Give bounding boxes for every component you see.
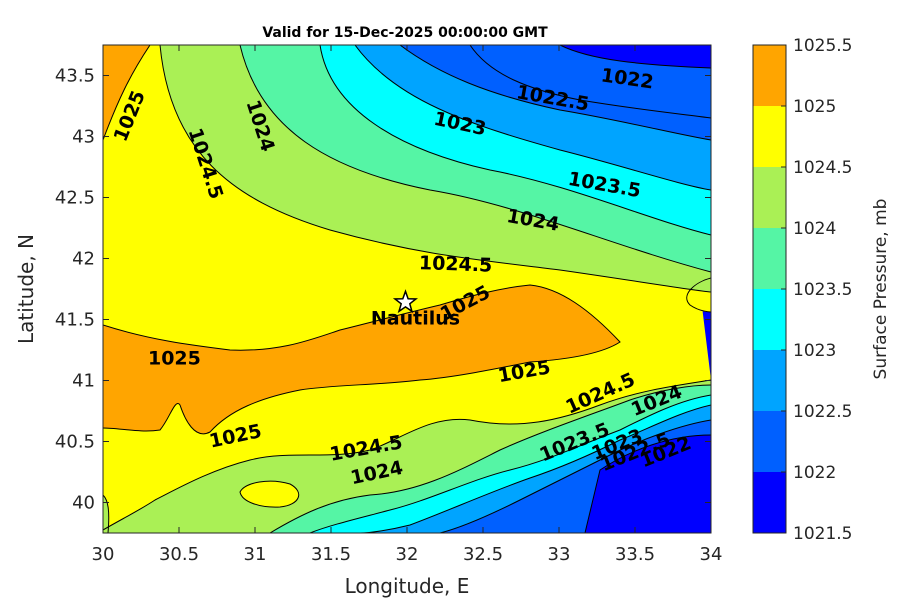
y-tick-label: 40 [72, 493, 95, 514]
x-axis: 30 30.5 31 31.5 32 32.5 33 33.5 34 [92, 45, 723, 565]
contour-label: 1024.5 [419, 252, 493, 277]
x-tick-label: 33.5 [615, 544, 655, 565]
x-axis-label: Longitude, E [345, 574, 470, 598]
x-tick-label: 30 [92, 544, 115, 565]
colorbar-band [753, 472, 786, 533]
x-tick-label: 33 [548, 544, 571, 565]
y-tick-label: 41.5 [55, 310, 95, 331]
y-tick-label: 42 [72, 249, 95, 270]
y-tick-label: 42.5 [55, 188, 95, 209]
band-fill-1021-5-lower-right [585, 435, 711, 533]
x-tick-label: 32 [396, 544, 419, 565]
contour-1025-main [103, 284, 621, 435]
band-fill-1024-5-island [240, 481, 299, 508]
colorbar-tick-label: 1025 [793, 97, 836, 117]
contour-1024-5-north [159, 45, 711, 293]
contour-1022-5-north [399, 45, 711, 141]
marker-layer: Nautilus [371, 289, 460, 329]
colorbar: 1021.5 1022 1022.5 1023 1023.5 1024 1024.5 1025… [752, 36, 852, 544]
colorbar-band [753, 411, 786, 472]
colorbar-tick-label: 1021.5 [793, 524, 852, 544]
band-fill-1025-upper-left [103, 45, 150, 140]
band-fill-1024-5 [103, 45, 711, 530]
colorbar-tick-label: 1022.5 [793, 402, 852, 422]
x-tick-label: 34 [700, 544, 723, 565]
contour-1023-south [359, 404, 711, 533]
contour-lines [103, 45, 711, 533]
band-fill-1022-lower-right [440, 420, 711, 533]
contour-1021-5-north [559, 45, 711, 69]
band-fill-1021-5-top [560, 45, 711, 68]
colorbar-tick-label: 1024 [793, 219, 836, 239]
contour-1024-south [269, 384, 711, 533]
chart-title: Valid for 15-Dec-2025 00:00:00 GMT [262, 25, 548, 41]
y-tick-label: 43.5 [55, 66, 95, 87]
contour-1024-left-sliver [103, 494, 110, 533]
contour-1022-south [584, 434, 711, 533]
marker-label: Nautilus [371, 307, 460, 329]
colorbar-label: Surface Pressure, mb [871, 199, 891, 380]
colorbar-tick-label: 1022 [793, 463, 836, 483]
x-tick-label: 30.5 [159, 544, 199, 565]
y-axis: 40 40.5 41 41.5 42 42.5 43 43.5 [55, 66, 711, 514]
colorbar-tick-label: 1023 [793, 341, 836, 361]
contour-label: 1025 [148, 347, 201, 369]
y-tick-label: 43 [72, 127, 95, 148]
y-tick-label: 41 [72, 371, 95, 392]
colorbar-band [753, 167, 786, 228]
colorbar-tick-label: 1024.5 [793, 158, 852, 178]
band-fill-1023-5-lower [270, 385, 711, 533]
x-tick-label: 31 [244, 544, 267, 565]
colorbar-band [753, 106, 786, 167]
colorbar-band [753, 45, 786, 106]
colorbar-band [753, 289, 786, 350]
band-fill-1023-5-upper [240, 45, 711, 272]
contour-1024-north [239, 45, 711, 273]
contour-1024-5-island [239, 480, 300, 508]
x-tick-label: 32.5 [463, 544, 503, 565]
contour-1023-5-south [309, 394, 711, 533]
contour-1022-5-south [439, 419, 711, 533]
contour-1022-north [469, 45, 711, 119]
y-axis-label: Latitude, N [14, 234, 38, 344]
x-tick-label: 31.5 [311, 544, 351, 565]
contour-1024-5-south [103, 379, 711, 531]
colorbar-band [753, 350, 786, 411]
band-fill-1023-upper [320, 45, 711, 235]
contour-1023-north [354, 45, 711, 191]
band-fill-1022-5-upper [355, 45, 711, 190]
band-fill-1024-upper [160, 45, 711, 292]
band-fill-1023-lower [310, 395, 711, 533]
contour-fill-upper [160, 45, 711, 312]
colorbar-tick-label: 1025.5 [793, 36, 852, 56]
contour-1025-upper-left [103, 45, 151, 141]
nautilus-star-icon [392, 289, 418, 314]
colorbar-tick-label: 1023.5 [793, 280, 852, 300]
y-tick-label: 40.5 [55, 432, 95, 453]
colorbar-band [753, 228, 786, 289]
contour-1024-island-line [686, 277, 711, 313]
contour-1023-5-north [319, 45, 711, 236]
band-fill-1025-main [103, 285, 620, 434]
band-fill-1022-5-lower [360, 405, 711, 533]
